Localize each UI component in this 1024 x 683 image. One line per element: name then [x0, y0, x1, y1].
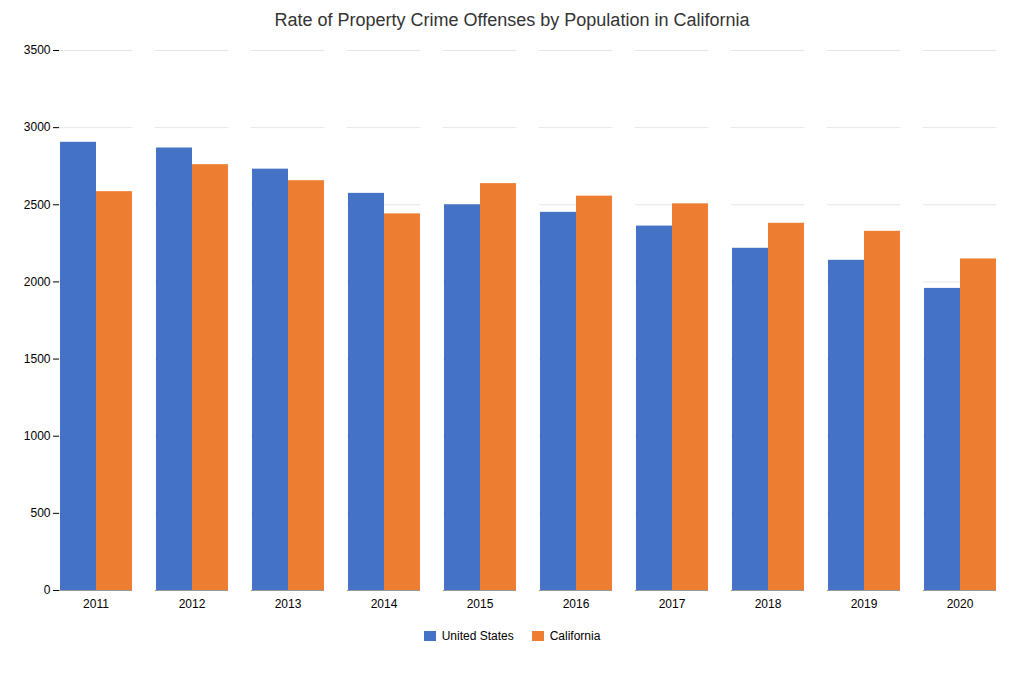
svg-text:3500: 3500	[24, 43, 51, 57]
html-text:United States: United States	[441, 629, 514, 643]
svg-text:3000: 3000	[24, 120, 51, 134]
svg-text:2019: 2019	[851, 597, 878, 611]
svg-text:2014: 2014	[371, 597, 398, 611]
html-text:California: California	[549, 629, 601, 643]
svg-text:2017: 2017	[659, 597, 686, 611]
svg-text:2011: 2011	[83, 597, 109, 611]
svg-text:500: 500	[30, 506, 50, 520]
svg-text:1500: 1500	[24, 352, 51, 366]
html-text:Rate of Property Crime Offense: Rate of Property Crime Offenses by Popul…	[274, 10, 750, 30]
svg-text:2020: 2020	[947, 597, 974, 611]
svg-text:2018: 2018	[755, 597, 782, 611]
svg-text:0: 0	[44, 583, 51, 597]
svg-text:2013: 2013	[275, 597, 302, 611]
svg-text:2012: 2012	[179, 597, 206, 611]
svg-text:2015: 2015	[467, 597, 494, 611]
svg-text:1000: 1000	[24, 429, 51, 443]
svg-text:2016: 2016	[563, 597, 590, 611]
svg-text:2500: 2500	[24, 198, 51, 212]
svg-text:2000: 2000	[24, 275, 51, 289]
